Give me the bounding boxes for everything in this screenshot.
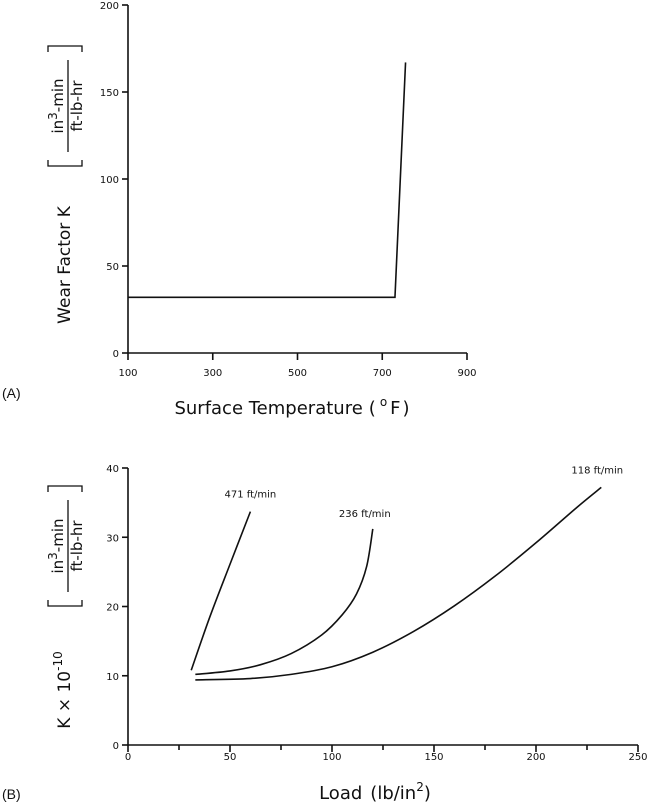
panel-a-y-tick-label: 50 (106, 262, 119, 273)
panel-a-x-tick-label: 300 (203, 368, 222, 379)
panel-b-y-label-text: K × 10-10 (51, 651, 75, 728)
panel-b-label: (B) (2, 786, 21, 802)
panel-b-left-bracket (47, 600, 83, 607)
panel-b-series (190, 486, 602, 681)
panel-a-x-tick-label: 500 (288, 368, 307, 379)
panel-a-y-tick-label: 0 (113, 349, 119, 360)
panel-b-x-tick-label: 150 (424, 752, 443, 763)
panel-b-right-bracket (47, 485, 83, 492)
panel-b-series-label-0: 471 ft/min (225, 490, 277, 501)
panel-b-unit-denominator: ft-lb-hr (68, 520, 86, 572)
panel-a-x-label: Surface Temperature(o F) (174, 395, 409, 419)
panel-b-series-line-1 (195, 528, 374, 676)
panel-a-x-tick-label: 100 (118, 368, 137, 379)
panel-b-x-tick-label: 250 (628, 752, 647, 763)
panel-a-right-bracket (47, 45, 83, 52)
panel-a-y-label: Wear Factor K in3-min ft-lb-hr (46, 45, 86, 324)
panel-a-series (128, 62, 407, 299)
panel-b-y-tick-label: 40 (106, 464, 119, 475)
panel-b-y-tick-label: 10 (106, 672, 119, 683)
panel-a-x-tick-label: 900 (457, 368, 476, 379)
panel-b-series-label-1: 236 ft/min (339, 509, 391, 520)
panel-b-y-label: K × 10-10 in3-min ft-lb-hr (46, 485, 86, 729)
panel-a-y-label-text: Wear Factor K (55, 205, 75, 324)
panel-b-x-tick-label: 50 (224, 752, 237, 763)
panel-b-y-tick-label: 0 (113, 741, 119, 752)
panel-b: 0 50 100 150 200 250 0 10 20 30 40 471 ft/min 236 f… (2, 464, 648, 804)
panel-a-unit-denominator: ft-lb-hr (68, 80, 86, 132)
panel-b-y-tick-label: 20 (106, 603, 119, 614)
panel-b-x-label: Load (lb/in2) (319, 780, 431, 804)
panel-a-ticks: 100 300 500 700 900 0 50 100 150 200 (100, 1, 477, 379)
panel-b-y-tick-label: 30 (106, 533, 119, 544)
panel-b-unit-numerator: in3-min (46, 518, 67, 573)
panel-b-series-line-0 (190, 511, 252, 671)
panel-b-series-line-2 (195, 486, 602, 681)
panel-b-series-label-2: 118 ft/min (571, 465, 623, 476)
panel-b-ticks: 0 50 100 150 200 250 0 10 20 30 40 (106, 464, 647, 763)
panel-b-series-labels: 471 ft/min 236 ft/min 118 ft/min (225, 465, 624, 520)
panel-a-label: (A) (2, 385, 21, 401)
panel-a-y-tick-label: 150 (100, 88, 119, 99)
panel-b-x-tick-label: 200 (526, 752, 545, 763)
panel-b-x-tick-label: 100 (322, 752, 341, 763)
panel-a: 100 300 500 700 900 0 50 100 150 200 Wear Factor … (2, 1, 477, 419)
panel-a-x-tick-label: 700 (373, 368, 392, 379)
panel-a-series-line-0 (128, 62, 407, 299)
panel-a-left-bracket (47, 160, 83, 167)
panel-a-y-tick-label: 200 (100, 1, 119, 12)
panel-a-y-tick-label: 100 (100, 175, 119, 186)
panel-a-unit-numerator: in3-min (46, 78, 67, 133)
panel-b-x-tick-label: 0 (125, 752, 131, 763)
